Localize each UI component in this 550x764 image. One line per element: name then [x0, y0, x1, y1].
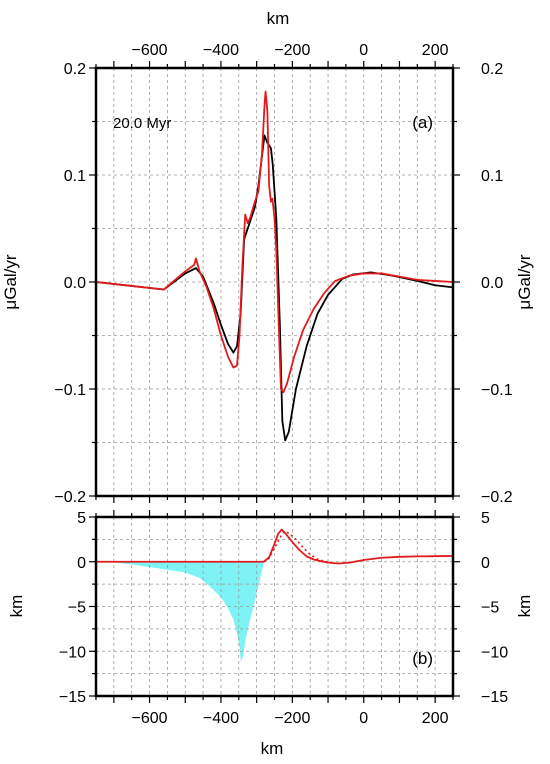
panel-a-label: (a) [412, 113, 433, 132]
panel-b-y-tick-label-right: 0 [481, 555, 490, 572]
panel-a-y-tick-label-right: −0.1 [481, 382, 513, 399]
panel-a-x-tick-label-top: −600 [132, 42, 168, 59]
panel-b-y-tick-label: −5 [68, 600, 86, 617]
panel-a-ylabel-left: μGal/yr [1, 254, 20, 309]
panel-b-y-tick-label: −15 [59, 689, 86, 706]
panel-a-y-tick-label: 0.0 [64, 275, 86, 292]
panel-b-label: (b) [412, 649, 433, 668]
panel-a-grid [95, 67, 454, 497]
panel-a-annotation: 20.0 Myr [113, 115, 171, 132]
panel-a-y-tick-label-right: −0.2 [481, 489, 513, 506]
panel-b-y-tick-label-right: 5 [481, 510, 490, 527]
panel-b-ylabel-left: km [7, 595, 26, 618]
panel-a-x-tick-label-top: −200 [274, 42, 310, 59]
panel-a-y-tick-label: 0.2 [64, 61, 86, 78]
panel-b-y-tick-label: 5 [77, 510, 86, 527]
panel-b-x-tick-label: −200 [274, 710, 310, 727]
panel-b-y-tick-label: 0 [77, 555, 86, 572]
panel-a-x-tick-label-top: 200 [422, 42, 449, 59]
panel-b-y-tick-label-right: −5 [481, 600, 499, 617]
panel-b-ticks: −600 −400 −200 0 200 5 5 0 0 −5 −5 −10 −10 −15 −15 [59, 510, 508, 727]
panel-b-series [96, 528, 454, 565]
panel-a-ticks: −600 −400 −200 0 200 0.2 0.2 0.1 0.1 0.0 0.0 −0.1 −0… [54, 42, 512, 506]
panel-a-ylabel-right: μGal/yr [515, 254, 534, 309]
panel-b-slab-area [113, 561, 264, 662]
panel-b-xlabel: km [261, 739, 284, 758]
panel-a-y-tick-label-right: 0.0 [481, 275, 503, 292]
panel-a-y-tick-label-right: 0.1 [481, 168, 503, 185]
panel-a-x-tick-label-top: −400 [203, 42, 239, 59]
panel-b-x-tick-label: −400 [203, 710, 239, 727]
panel-b-x-tick-label: 200 [422, 710, 449, 727]
panel-a-y-tick-label-right: 0.2 [481, 61, 503, 78]
panel-b-y-tick-label: −10 [59, 644, 86, 661]
panel-b-x-tick-label: −600 [132, 710, 168, 727]
panel-b-x-tick-label: 0 [359, 710, 368, 727]
panel-a-y-tick-label: −0.1 [54, 382, 86, 399]
panel-a-frame [94, 66, 455, 498]
panel-b-topography-dotted [263, 530, 332, 564]
panel-b-ylabel-right: km [515, 595, 534, 618]
panel-a-x-tick-label-top: 0 [359, 42, 368, 59]
panel-a-y-tick-label: −0.2 [54, 489, 86, 506]
panel-b-topography-solid [96, 528, 454, 565]
panel-b-slab-fill [113, 561, 264, 662]
panel-a-xlabel-top: km [267, 9, 290, 28]
panel-b-y-tick-label-right: −10 [481, 644, 508, 661]
panel-a-series-line-1 [95, 90, 454, 394]
panel-a-series [95, 90, 454, 442]
panel-b-y-tick-label-right: −15 [481, 689, 508, 706]
panel-a-y-tick-label: 0.1 [64, 168, 86, 185]
panel-a: −600 −400 −200 0 200 0.2 0.2 0.1 0.1 0.0 0.0 −0.1 −0… [1, 9, 534, 506]
